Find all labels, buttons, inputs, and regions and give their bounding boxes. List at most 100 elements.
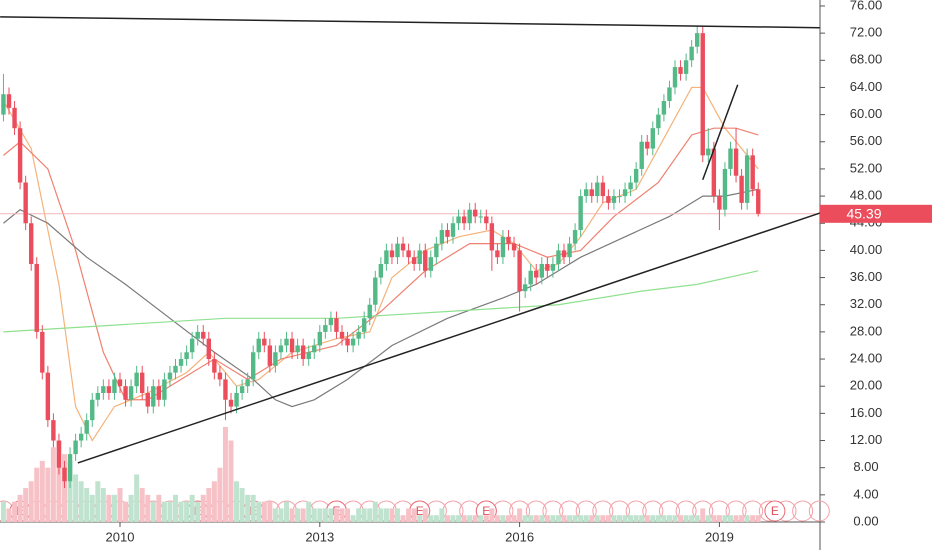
volume-bar	[23, 488, 29, 522]
candle-body	[95, 392, 100, 400]
candle-body	[151, 386, 156, 407]
y-tick-label: 52.00	[850, 160, 883, 175]
volume-bar	[217, 467, 223, 522]
volume-bar	[511, 515, 517, 522]
volume-bar	[517, 508, 523, 522]
volume-bar	[489, 508, 495, 522]
volume-bar	[395, 508, 400, 522]
candle-body	[611, 196, 617, 203]
candle-body	[201, 331, 206, 339]
volume-bar	[339, 508, 345, 522]
candle-body	[134, 372, 139, 387]
volume-bar	[28, 481, 34, 522]
earnings-circle	[792, 500, 814, 522]
volume-bar	[256, 501, 262, 522]
volume-bar	[555, 515, 561, 522]
y-tick-label: 56.00	[850, 133, 883, 148]
volume-bar	[345, 508, 351, 522]
candle-body	[167, 372, 173, 380]
y-tick-label: 4.00	[853, 486, 878, 501]
candle-body	[417, 250, 422, 264]
candle-body	[384, 250, 389, 264]
candle-body	[367, 304, 372, 319]
candle-body	[695, 33, 700, 47]
candle-body	[51, 420, 56, 441]
candle-body	[34, 263, 39, 332]
volume-bar	[145, 494, 151, 522]
volume-bar	[578, 515, 584, 522]
candle-body	[756, 189, 761, 214]
volume-bar	[689, 515, 695, 522]
volume-bar	[56, 440, 62, 522]
x-tick-label: 2016	[505, 529, 534, 544]
volume-bar	[617, 515, 622, 522]
candle-body	[650, 128, 655, 149]
candle-body	[639, 141, 644, 169]
candle-body	[489, 223, 495, 251]
x-tick-label: 2013	[305, 529, 334, 544]
volume-bar	[356, 508, 362, 522]
volume-bar	[694, 515, 700, 522]
candle-body	[567, 243, 572, 258]
volume-bar	[134, 474, 140, 522]
candle-body	[450, 223, 456, 237]
candle-body	[556, 250, 561, 264]
candle-body	[289, 338, 295, 353]
candle-body	[62, 467, 67, 482]
x-tick-label: 2019	[705, 529, 734, 544]
volume-bar	[705, 515, 711, 522]
volume-bar	[239, 488, 245, 522]
candle-body	[678, 67, 683, 74]
candle-body	[262, 338, 267, 346]
candle-body	[317, 331, 322, 346]
candle-body	[722, 168, 728, 210]
candle-body	[234, 392, 239, 407]
candle-body	[511, 243, 517, 251]
event-label: E	[482, 504, 490, 518]
y-tick-label: 24.00	[850, 350, 883, 365]
candle-body	[373, 277, 378, 305]
volume-bar	[322, 508, 328, 522]
y-tick-label: 20.00	[850, 378, 883, 393]
candle-body	[495, 250, 500, 258]
volume-bar	[189, 494, 195, 522]
volume-bar	[372, 501, 378, 522]
volume-bar	[528, 515, 534, 522]
y-tick-label: 76.00	[850, 0, 883, 12]
volume-bar	[728, 515, 733, 522]
candle-body	[439, 230, 445, 244]
candle-body	[467, 209, 472, 224]
candle-body	[273, 352, 278, 366]
candle-body	[572, 230, 578, 244]
volume-bar	[522, 515, 528, 522]
volume-bar	[350, 515, 356, 522]
volume-bar	[544, 515, 550, 522]
volume-bar	[678, 515, 684, 522]
volume-bar	[333, 508, 339, 522]
candle-body	[400, 243, 406, 251]
volume-bar	[461, 515, 467, 522]
candle-body	[300, 345, 306, 360]
candle-body	[295, 345, 300, 353]
volume-bar	[622, 515, 628, 522]
volume-bar	[367, 508, 373, 522]
candle-body	[395, 243, 400, 258]
candle-body	[461, 216, 467, 224]
candle-body	[84, 420, 89, 434]
volume-bar	[95, 481, 101, 522]
candle-body	[406, 250, 411, 258]
candle-body	[728, 148, 733, 169]
volume-bar	[744, 515, 750, 522]
volume-bar	[206, 488, 212, 522]
volume-bar	[267, 501, 273, 522]
moving-average	[3, 188, 759, 408]
volume-bar	[739, 515, 745, 522]
candle-body	[506, 236, 511, 244]
earnings-circle	[808, 500, 830, 522]
volume-bar	[272, 508, 278, 522]
volume-bar	[494, 515, 500, 522]
volume-bar	[433, 515, 439, 522]
volume-bar	[711, 515, 717, 522]
candle-body	[711, 148, 717, 197]
volume-bar	[666, 515, 672, 522]
